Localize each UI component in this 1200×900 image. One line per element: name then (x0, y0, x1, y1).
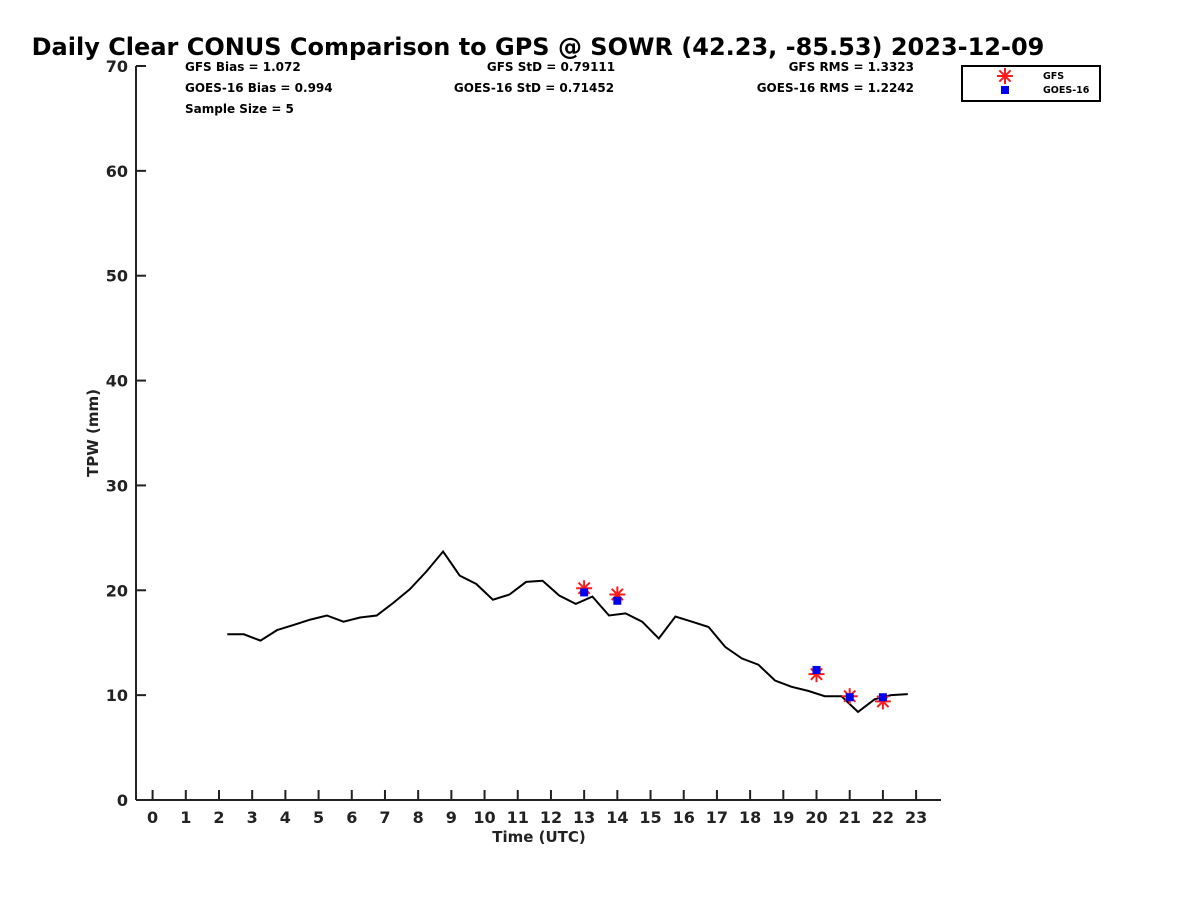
y-tick-label: 60 (106, 162, 128, 181)
y-tick-label: 10 (106, 686, 128, 705)
x-tick-label: 15 (639, 808, 661, 827)
legend-goes-label: GOES-16 (1043, 85, 1090, 96)
goes-rms-stat: GOES-16 RMS = 1.2242 (757, 81, 914, 95)
gps-series (227, 549, 908, 714)
x-tick-label: 5 (313, 808, 324, 827)
goes-point (580, 588, 589, 597)
x-tick-label: 14 (606, 808, 628, 827)
legend-gfs-asterisk (997, 68, 1013, 84)
sample-size-stat: Sample Size = 5 (185, 102, 294, 116)
legend: GFS GOES-16 (961, 65, 1101, 102)
x-tick-label: 21 (839, 808, 861, 827)
x-tick-label: 0 (147, 808, 158, 827)
x-tick-label: 7 (379, 808, 390, 827)
gfs-std-stat: GFS StD = 0.79111 (487, 60, 615, 74)
x-tick-label: 22 (872, 808, 894, 827)
legend-goes-marker (1001, 86, 1009, 94)
x-tick-label: 13 (573, 808, 595, 827)
x-tick-label: 6 (346, 808, 357, 827)
gfs-bias-stat: GFS Bias = 1.072 (185, 60, 301, 74)
legend-gfs-label: GFS (1043, 71, 1064, 82)
goes-point (845, 693, 854, 702)
gps-line (227, 549, 908, 714)
axes (135, 66, 941, 801)
goes-std-stat: GOES-16 StD = 0.71452 (454, 81, 614, 95)
x-axis-label: Time (UTC) (492, 828, 586, 846)
x-tick-label: 19 (772, 808, 794, 827)
x-tick-label: 20 (805, 808, 827, 827)
y-tick-label: 0 (117, 791, 128, 810)
x-tick-label: 18 (739, 808, 761, 827)
x-tick-label: 17 (706, 808, 728, 827)
x-tick-label: 2 (213, 808, 224, 827)
gfs-rms-stat: GFS RMS = 1.3323 (789, 60, 914, 74)
x-tick-label: 12 (540, 808, 562, 827)
gfs-series (576, 580, 891, 710)
x-tick-label: 1 (180, 808, 191, 827)
x-tick-label: 11 (507, 808, 529, 827)
goes-series (580, 588, 887, 702)
x-tick-label: 3 (247, 808, 258, 827)
y-tick-label: 50 (106, 267, 128, 286)
goes-bias-stat: GOES-16 Bias = 0.994 (185, 81, 333, 95)
x-tick-label: 16 (673, 808, 695, 827)
x-axis-ticks: 0 1 2 3 4 5 6 7 8 9 10 11 12 13 14 15 16 17 18 19 20 21 22 23 (147, 790, 927, 827)
x-tick-label: 8 (413, 808, 424, 827)
goes-point (812, 665, 821, 674)
y-tick-label: 20 (106, 581, 128, 600)
x-tick-label: 10 (473, 808, 495, 827)
x-tick-label: 23 (905, 808, 927, 827)
y-tick-label: 40 (106, 372, 128, 391)
goes-point (613, 596, 622, 605)
y-axis-ticks: 0 10 20 30 40 50 60 70 (106, 57, 146, 810)
y-axis-label: TPW (mm) (84, 389, 102, 477)
x-tick-label: 4 (280, 808, 291, 827)
goes-point (878, 693, 887, 702)
x-tick-label: 9 (446, 808, 457, 827)
y-tick-label: 30 (106, 476, 128, 495)
legend-box (961, 65, 1101, 102)
legend-gfs-marker (997, 68, 1013, 84)
chart-title: Daily Clear CONUS Comparison to GPS @ SO… (32, 33, 1045, 61)
y-tick-label: 70 (106, 57, 128, 76)
asterisk-stroke (998, 69, 1012, 83)
